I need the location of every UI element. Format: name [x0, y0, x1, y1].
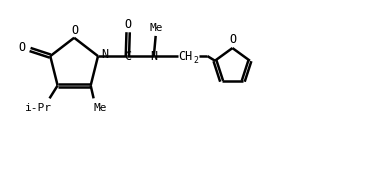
Text: CH: CH — [178, 50, 193, 63]
Text: 2: 2 — [194, 56, 199, 65]
Text: Me: Me — [93, 103, 106, 113]
Text: i-Pr: i-Pr — [25, 103, 52, 113]
Text: C: C — [124, 50, 131, 63]
Text: N: N — [101, 48, 108, 61]
Text: Me: Me — [149, 23, 163, 33]
Text: N: N — [150, 50, 158, 63]
Text: O: O — [125, 18, 132, 31]
Text: O: O — [229, 34, 237, 47]
Text: O: O — [71, 24, 79, 37]
Text: O: O — [19, 41, 26, 54]
